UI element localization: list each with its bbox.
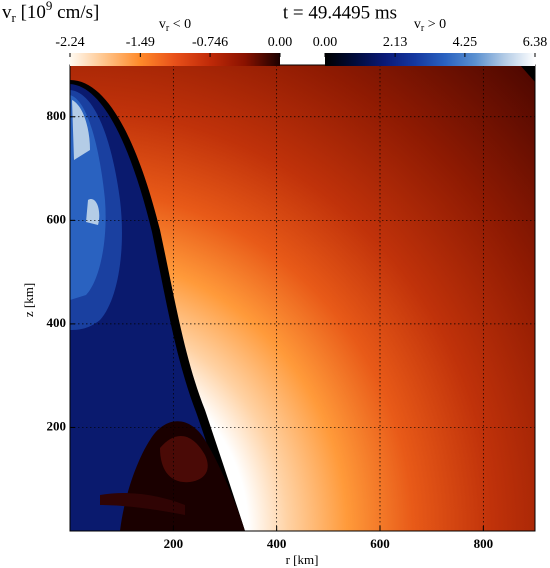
- y-tick-label: 800: [47, 108, 67, 123]
- y-axis-label: z [km]: [21, 283, 36, 317]
- y-tick-label: 600: [47, 211, 67, 226]
- colorbar-tick-label: -1.49: [126, 35, 155, 50]
- x-tick-label: 200: [164, 536, 184, 551]
- colorbar-label-part: v: [414, 17, 421, 32]
- x-tick-label: 600: [370, 536, 390, 551]
- colorbar-tick-label: 2.13: [383, 35, 408, 50]
- colorbar-tick-label: 6.38: [523, 35, 548, 50]
- colorbar-tick-label: -2.24: [55, 35, 84, 50]
- colorbar-label-part: > 0: [424, 17, 446, 32]
- x-tick-label: 400: [267, 536, 287, 551]
- x-tick-label: 800: [474, 536, 494, 551]
- colorbar-tick-label: -0.746: [192, 35, 228, 50]
- title: vr [109 cm/s]: [2, 0, 99, 25]
- colorbar-label-part: v: [159, 17, 166, 32]
- plot-frame: [69, 64, 536, 532]
- colorbar: [70, 53, 280, 66]
- title-part: v: [2, 2, 12, 23]
- velocity-field: [70, 65, 535, 531]
- colorbar-label-part: r: [421, 23, 425, 34]
- y-tick-label: 400: [47, 315, 67, 330]
- x-axis-label: r [km]: [286, 552, 319, 567]
- colorbar-label: vr < 0: [159, 17, 191, 34]
- title-part: r: [12, 10, 17, 25]
- colorbar-tick-label: 0.00: [313, 35, 338, 50]
- colorbar-tick-label: 4.25: [453, 35, 478, 50]
- colorbar-tick-label: 0.00: [268, 35, 293, 50]
- title-part: 9: [46, 0, 53, 13]
- colorbar: [325, 53, 535, 66]
- title-part: [10: [16, 2, 46, 23]
- y-tick-label: 200: [47, 418, 67, 433]
- colorbar-label-part: < 0: [169, 17, 191, 32]
- subtitle: t = 49.4495 ms: [283, 2, 397, 23]
- colorbar-label: vr > 0: [414, 17, 446, 34]
- title-part: cm/s]: [52, 2, 99, 23]
- colorbar-label-part: r: [166, 23, 170, 34]
